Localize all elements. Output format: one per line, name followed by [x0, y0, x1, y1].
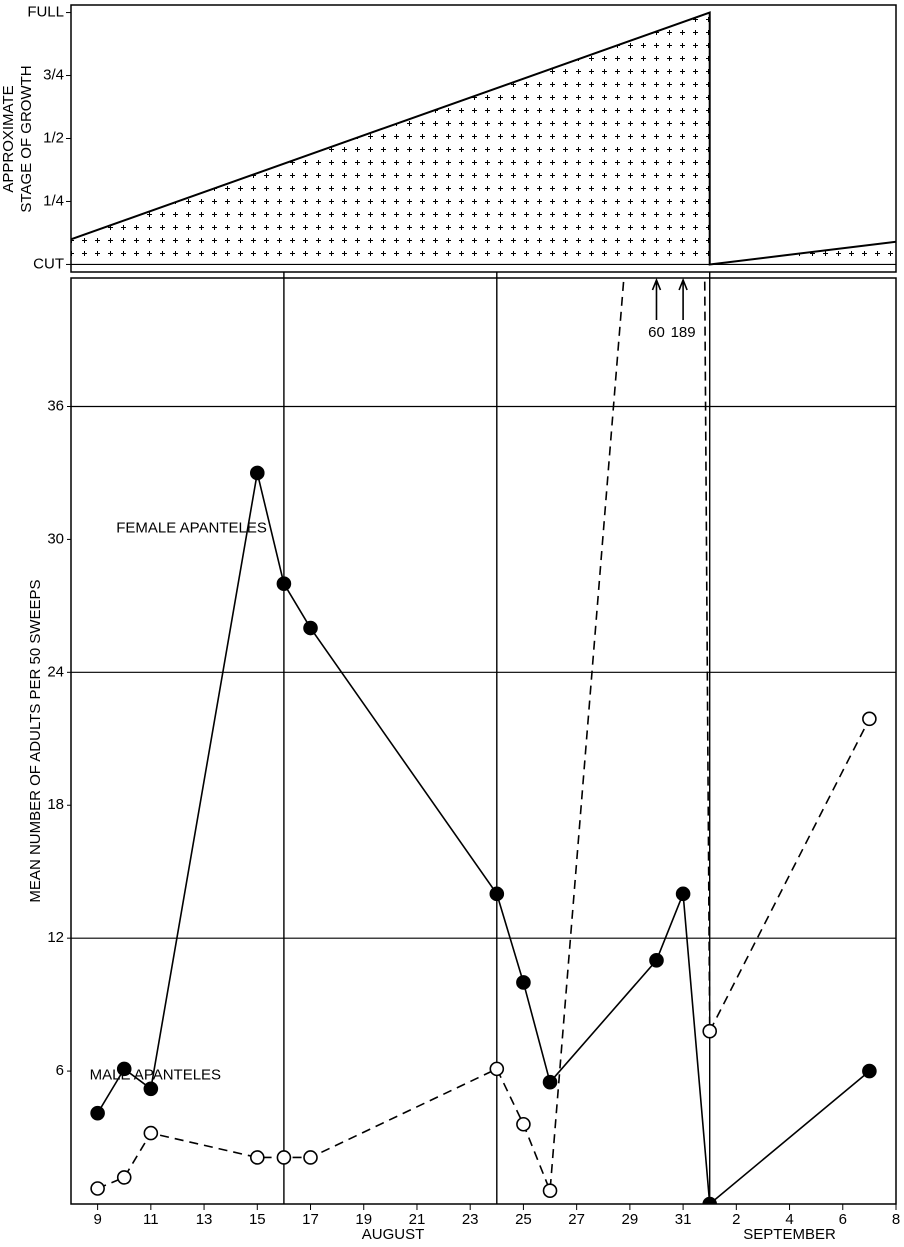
data-point	[702, 1196, 718, 1204]
x-tick-label: 27	[568, 1211, 585, 1228]
off-scale-arrow	[651, 277, 662, 320]
x-tick-label: 11	[143, 1211, 159, 1228]
growth-fill	[71, 12, 896, 265]
x-tick-label: 25	[515, 1211, 532, 1228]
y-axis-label-line: APPROXIMATE	[0, 85, 17, 192]
y-axis-label: MEAN NUMBER OF ADULTS PER 50 SWEEPS	[27, 579, 44, 902]
y-tick-label: FULL	[27, 4, 64, 21]
x-tick-label: 6	[839, 1211, 847, 1228]
off-scale-arrow	[678, 277, 688, 320]
x-tick-label: 19	[355, 1211, 372, 1228]
y-tick-label: 1/4	[43, 192, 64, 209]
x-tick-label: 29	[622, 1211, 639, 1228]
data-point	[276, 576, 292, 592]
data-point	[276, 1150, 292, 1165]
y-tick-label: 36	[47, 397, 64, 414]
x-tick-label: 2	[732, 1211, 740, 1228]
data-point	[303, 620, 318, 636]
data-point	[303, 1150, 318, 1165]
data-point	[249, 465, 265, 481]
x-tick-label: 23	[462, 1211, 479, 1228]
y-tick-label: 18	[47, 796, 64, 813]
y-axis-label: APPROXIMATESTAGE OF GROWTH	[0, 65, 35, 212]
x-tick-label: 15	[249, 1211, 266, 1228]
x-tick-label: 9	[93, 1211, 101, 1228]
series-label: FEMALE APANTELES	[116, 519, 267, 536]
series-label: MALE APANTELES	[90, 1066, 221, 1083]
y-tick-label: 3/4	[43, 66, 64, 83]
data-point	[90, 1181, 105, 1196]
data-point	[542, 1074, 558, 1090]
data-point	[116, 1170, 132, 1185]
data-point	[542, 1183, 558, 1199]
month-label: AUGUST	[362, 1226, 425, 1243]
y-tick-label: 12	[47, 929, 64, 946]
y-tick-label: 6	[56, 1062, 64, 1079]
data-point	[249, 1150, 265, 1165]
data-point	[516, 1116, 531, 1132]
x-tick-label: 8	[892, 1211, 900, 1228]
month-label: SEPTEMBER	[743, 1226, 836, 1243]
data-point	[862, 711, 877, 727]
x-tick-label: 31	[675, 1211, 692, 1228]
x-tick-label: 21	[409, 1211, 426, 1228]
y-axis-label-line: STAGE OF GROWTH	[18, 65, 35, 212]
x-tick-label: 13	[196, 1211, 213, 1228]
x-tick-label: 17	[302, 1211, 319, 1228]
data-point	[143, 1125, 159, 1141]
x-tick-label: 4	[785, 1211, 793, 1228]
y-tick-label: CUT	[33, 255, 64, 272]
data-point	[116, 1061, 132, 1077]
plot-frame	[70, 277, 897, 1205]
growth-area	[71, 11, 896, 266]
data-point	[675, 886, 691, 902]
data-point	[649, 953, 664, 968]
y-tick-label: 30	[47, 530, 64, 547]
series-line	[96, 472, 870, 1204]
series	[90, 465, 877, 1204]
series	[90, 278, 877, 1199]
growth-line	[71, 11, 896, 266]
data-point	[702, 1023, 718, 1039]
data-point	[516, 975, 531, 990]
y-tick-label: 1/2	[43, 129, 64, 146]
data-point	[862, 1063, 877, 1079]
off-scale-label: 60	[648, 324, 665, 341]
data-point	[489, 886, 505, 902]
data-point	[143, 1081, 159, 1097]
off-scale-label: 189	[671, 324, 696, 341]
data-point	[489, 1061, 505, 1077]
y-tick-label: 24	[47, 663, 64, 680]
data-point	[90, 1105, 105, 1121]
